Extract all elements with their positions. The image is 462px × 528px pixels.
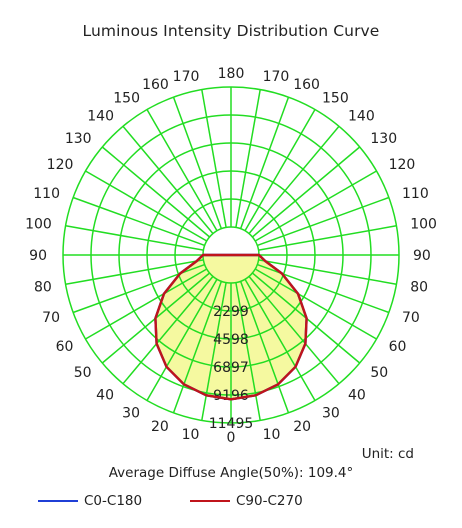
radial-tick-label: 11495 (209, 416, 254, 432)
angle-label-right: 50 (370, 365, 388, 381)
angle-label-right: 90 (413, 248, 431, 264)
grid-spoke (258, 225, 397, 251)
grid-spoke (257, 196, 390, 247)
series-C90-C270 (154, 253, 308, 401)
grid-spoke (65, 225, 204, 251)
radial-tick-label: 6897 (213, 360, 249, 376)
angle-label-left: 150 (113, 90, 140, 106)
grid-spoke (244, 109, 316, 232)
grid-spoke (201, 89, 227, 228)
grid-spoke (248, 125, 340, 235)
angle-label-left: 120 (47, 157, 74, 173)
angle-label-left: 140 (87, 109, 114, 125)
grid-spoke (85, 268, 208, 340)
grid-spoke (201, 282, 227, 421)
legend-item-c90: C90-C270 (190, 493, 303, 509)
legend-label-c0: C0-C180 (84, 493, 143, 509)
grid-spoke (101, 146, 211, 238)
grid-spoke (239, 281, 290, 414)
grid-spoke (235, 282, 261, 421)
grid-spoke (172, 96, 223, 229)
angle-label-left: 20 (151, 419, 169, 435)
unit-label: Unit: cd (361, 446, 414, 462)
grid-spoke (251, 146, 361, 238)
grid-spoke (146, 278, 218, 401)
grid-spoke (254, 170, 377, 242)
grid-spoke (239, 96, 290, 229)
radial-tick-label: 4598 (213, 332, 249, 348)
angle-label-right: 140 (348, 109, 375, 125)
grid-spoke (254, 268, 377, 340)
angle-label-left: 180 (218, 66, 245, 82)
angle-label-right: 30 (322, 406, 340, 422)
angle-label-right: 150 (322, 90, 349, 106)
grid-spoke (235, 89, 261, 228)
angle-label-left: 60 (56, 339, 74, 355)
angle-label-right: 40 (348, 387, 366, 403)
radial-tick-label: 2299 (213, 304, 249, 320)
grid-spoke (122, 125, 214, 235)
legend-swatch-c90 (190, 500, 230, 502)
chart-title: Luminous Intensity Distribution Curve (82, 22, 380, 40)
angle-label-right: 110 (402, 186, 429, 202)
angle-label-right: 170 (263, 69, 290, 85)
angle-label-left: 0 (227, 430, 236, 446)
grid-spoke (258, 259, 397, 285)
angle-label-right: 160 (293, 77, 320, 93)
beam-angle-label: Average Diffuse Angle(50%): 109.4° (108, 465, 354, 481)
angle-label-right: 130 (370, 131, 397, 147)
grid-spoke (72, 196, 205, 247)
angle-label-left: 160 (142, 77, 169, 93)
angle-label-left: 10 (182, 427, 200, 443)
angle-label-left: 80 (34, 280, 52, 296)
grid-spoke (65, 259, 204, 285)
angle-label-left: 130 (65, 131, 92, 147)
angle-label-right: 60 (389, 339, 407, 355)
legend-label-c90: C90-C270 (236, 493, 303, 509)
angle-label-left: 170 (173, 69, 200, 85)
angle-label-right: 80 (410, 280, 428, 296)
angle-label-left: 70 (42, 310, 60, 326)
angle-label-left: 100 (25, 216, 52, 232)
legend-item-c0: C0-C180 (38, 493, 142, 509)
grid-spoke (85, 170, 208, 242)
grid-spoke (172, 281, 223, 414)
angle-label-right: 20 (293, 419, 311, 435)
angle-label-left: 90 (29, 248, 47, 264)
grid-spoke (122, 275, 214, 385)
radial-tick-label: 9196 (213, 388, 249, 404)
angle-label-right: 10 (263, 427, 281, 443)
legend-swatch-c0 (38, 500, 78, 502)
angle-label-left: 40 (96, 387, 114, 403)
grid-spoke (248, 275, 340, 385)
angle-label-left: 30 (122, 406, 140, 422)
angle-label-right: 70 (402, 310, 420, 326)
grid-spoke (244, 278, 316, 401)
angle-label-right: 100 (410, 216, 437, 232)
angle-label-left: 110 (33, 186, 60, 202)
angle-label-right: 120 (389, 157, 416, 173)
grid-spoke (146, 109, 218, 232)
angle-label-left: 50 (74, 365, 92, 381)
